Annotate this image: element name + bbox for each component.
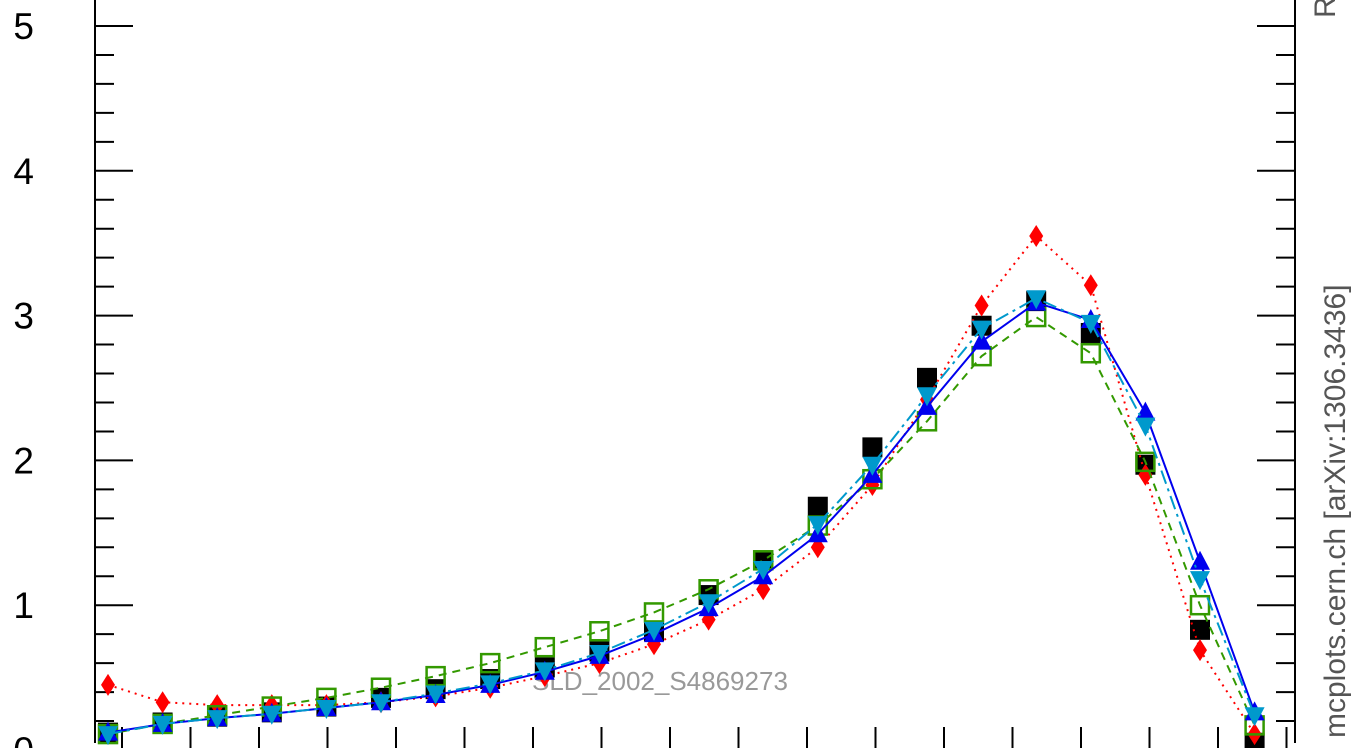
data-point bbox=[1080, 342, 1102, 364]
data-point bbox=[807, 496, 828, 517]
data-point bbox=[589, 621, 610, 642]
data-point bbox=[1080, 314, 1101, 334]
data-point bbox=[862, 456, 883, 476]
y-tick-label: 4 bbox=[13, 151, 34, 192]
data-point bbox=[98, 726, 118, 746]
y-tick-label: 3 bbox=[13, 296, 34, 337]
data-point bbox=[1193, 639, 1207, 662]
y-tick-label: 0 bbox=[13, 730, 34, 748]
data-point bbox=[152, 715, 173, 735]
data-point bbox=[1083, 274, 1098, 297]
data-point bbox=[1135, 401, 1156, 421]
data-point bbox=[1244, 707, 1265, 727]
data-series bbox=[97, 224, 1265, 748]
series-5 bbox=[98, 290, 1265, 746]
analysis-annotation: SLD_2002_S4869273 bbox=[532, 666, 788, 696]
series-line bbox=[107, 315, 1256, 736]
series-line bbox=[107, 297, 1256, 736]
data-point bbox=[753, 561, 774, 580]
series-line bbox=[107, 234, 1256, 735]
data-point bbox=[316, 700, 337, 720]
data-point bbox=[1135, 417, 1156, 437]
data-point bbox=[1190, 571, 1210, 591]
data-point bbox=[371, 694, 391, 714]
data-point bbox=[807, 516, 828, 536]
data-point bbox=[644, 621, 664, 641]
plot-frame bbox=[94, 0, 1296, 743]
data-point bbox=[1135, 451, 1156, 473]
data-point bbox=[1029, 224, 1044, 247]
axis-ticks bbox=[95, 25, 1295, 748]
y-tick-label: 1 bbox=[13, 585, 34, 626]
data-point bbox=[480, 675, 501, 695]
data-point bbox=[917, 387, 937, 407]
data-point bbox=[698, 594, 719, 614]
data-point bbox=[971, 330, 992, 350]
data-point bbox=[1189, 594, 1211, 616]
y-tick-label: 2 bbox=[13, 440, 34, 481]
data-point bbox=[155, 691, 170, 714]
data-point bbox=[207, 710, 228, 730]
data-point bbox=[261, 705, 282, 725]
data-point bbox=[1026, 290, 1047, 310]
data-point bbox=[974, 294, 989, 317]
data-point bbox=[479, 652, 501, 674]
data-point bbox=[862, 437, 883, 458]
data-point bbox=[1138, 463, 1153, 486]
data-point bbox=[534, 662, 555, 682]
data-point bbox=[425, 685, 446, 705]
data-point bbox=[589, 644, 610, 664]
data-point bbox=[534, 636, 556, 658]
corner-label: R bbox=[1309, 0, 1342, 18]
source-side-label: mcplots.cern.ch [arXiv:1306.3436] bbox=[1319, 284, 1352, 738]
y-tick-labels: 0 1 2 3 4 5 bbox=[13, 6, 34, 748]
data-point bbox=[101, 673, 115, 696]
y-tick-label: 5 bbox=[13, 6, 34, 47]
data-point bbox=[917, 367, 937, 388]
data-point bbox=[971, 320, 992, 340]
data-point bbox=[1190, 550, 1210, 570]
data-point bbox=[1190, 619, 1210, 640]
data-point bbox=[643, 602, 665, 623]
